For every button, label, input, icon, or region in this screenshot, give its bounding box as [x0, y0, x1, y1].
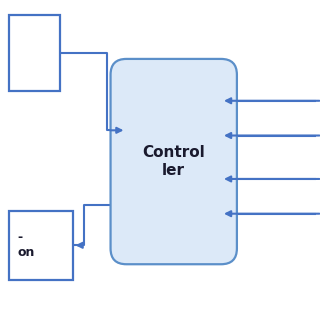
Text: -
on: - on: [17, 231, 35, 259]
Text: Control
ler: Control ler: [142, 145, 205, 178]
FancyBboxPatch shape: [110, 59, 237, 264]
FancyBboxPatch shape: [10, 15, 60, 91]
FancyBboxPatch shape: [10, 211, 73, 280]
